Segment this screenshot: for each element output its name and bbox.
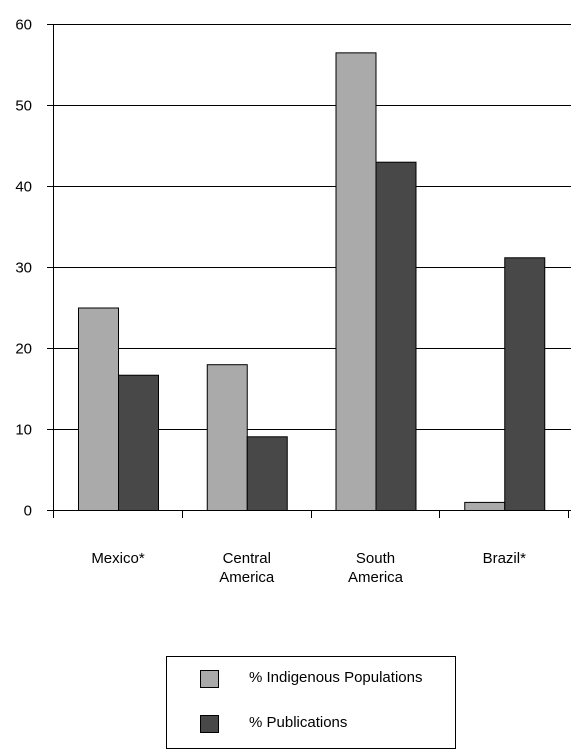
legend-swatch bbox=[200, 670, 219, 688]
y-tick-label: 50 bbox=[15, 98, 32, 115]
legend-label: % Indigenous Populations bbox=[249, 669, 422, 686]
x-category-label: America bbox=[348, 569, 404, 586]
y-tick-label: 40 bbox=[15, 179, 32, 196]
legend: % Indigenous Populations % Publications bbox=[166, 656, 456, 749]
x-category-label: South bbox=[356, 550, 395, 567]
y-tick-label: 30 bbox=[15, 260, 32, 277]
x-category-label: Central bbox=[223, 550, 271, 567]
bar bbox=[206, 364, 248, 512]
bar bbox=[464, 501, 506, 511]
x-category-label: Mexico* bbox=[91, 550, 145, 567]
x-axis-category-labels: Mexico* Central America South America Brazil* bbox=[91, 550, 526, 586]
y-tick-label: 20 bbox=[15, 341, 32, 358]
y-axis-ticks: 0 10 20 30 40 50 60 bbox=[15, 17, 53, 520]
bars bbox=[78, 52, 546, 512]
y-tick-label: 10 bbox=[15, 422, 32, 439]
bar bbox=[375, 161, 417, 511]
x-category-label: Brazil* bbox=[483, 550, 527, 567]
y-tick-label: 0 bbox=[24, 503, 32, 520]
legend-swatch bbox=[200, 715, 219, 733]
y-tick-label: 60 bbox=[15, 17, 32, 34]
legend-label: % Publications bbox=[249, 714, 347, 731]
bar bbox=[246, 436, 288, 512]
bar bbox=[335, 52, 377, 511]
x-category-label: America bbox=[219, 569, 275, 586]
bar bbox=[78, 307, 119, 511]
gridlines bbox=[53, 24, 571, 430]
bar bbox=[118, 374, 159, 512]
axes bbox=[53, 24, 571, 518]
bar bbox=[504, 257, 546, 511]
